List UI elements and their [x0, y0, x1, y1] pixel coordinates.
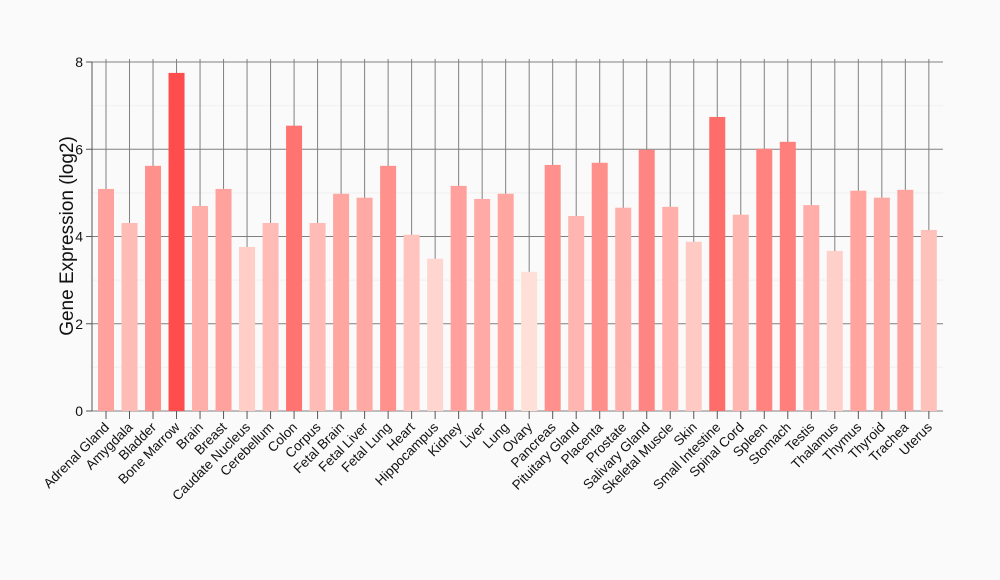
y-tick-label: 2 [75, 316, 83, 332]
bar-adrenal-gland [98, 188, 114, 411]
bar-fetal-brain [333, 193, 350, 411]
bar-small-intestine [709, 116, 726, 411]
bar-spinal-cord [732, 214, 749, 411]
bars [98, 72, 937, 412]
bar-stomach [779, 141, 796, 412]
bar-pancreas [544, 164, 561, 411]
bar-corpus [309, 222, 326, 411]
bar-placenta [591, 162, 608, 411]
bar-skeletal-muscle [662, 206, 679, 411]
bar-bone-marrow [168, 72, 185, 411]
bar-amygdala [121, 222, 138, 411]
bar-thyroid [873, 197, 890, 411]
y-tick-label: 8 [75, 54, 83, 70]
y-axis-label: Gene Expression (log2) [57, 136, 78, 336]
bar-prostate [615, 207, 632, 411]
bar-liver [474, 198, 491, 411]
bar-testis [803, 205, 820, 411]
bar-kidney [450, 185, 467, 411]
y-tick-label: 6 [75, 141, 83, 157]
bar-hippocampus [427, 258, 444, 411]
y-tick-label: 0 [75, 403, 83, 419]
bar-brain [192, 205, 209, 411]
bar-colon [286, 125, 303, 411]
bar-breast [215, 188, 232, 411]
bar-heart [403, 234, 420, 411]
bar-fetal-lung [380, 165, 397, 411]
bar-bladder [145, 165, 162, 411]
bar-thymus [850, 190, 867, 411]
bar-caudate-nucleus [239, 246, 256, 411]
bar-lung [497, 193, 514, 411]
y-tick-label: 4 [75, 229, 83, 245]
bar-skin [685, 241, 702, 411]
bar-uterus [920, 229, 937, 411]
bar-ovary [521, 271, 538, 411]
bar-thalamus [826, 250, 843, 411]
bar-pituitary-gland [568, 215, 585, 411]
bar-salivary-gland [638, 149, 655, 411]
bar-trachea [897, 189, 914, 411]
bar-spleen [756, 148, 773, 411]
bar-cerebellum [262, 222, 279, 411]
bar-fetal-liver [356, 197, 373, 411]
